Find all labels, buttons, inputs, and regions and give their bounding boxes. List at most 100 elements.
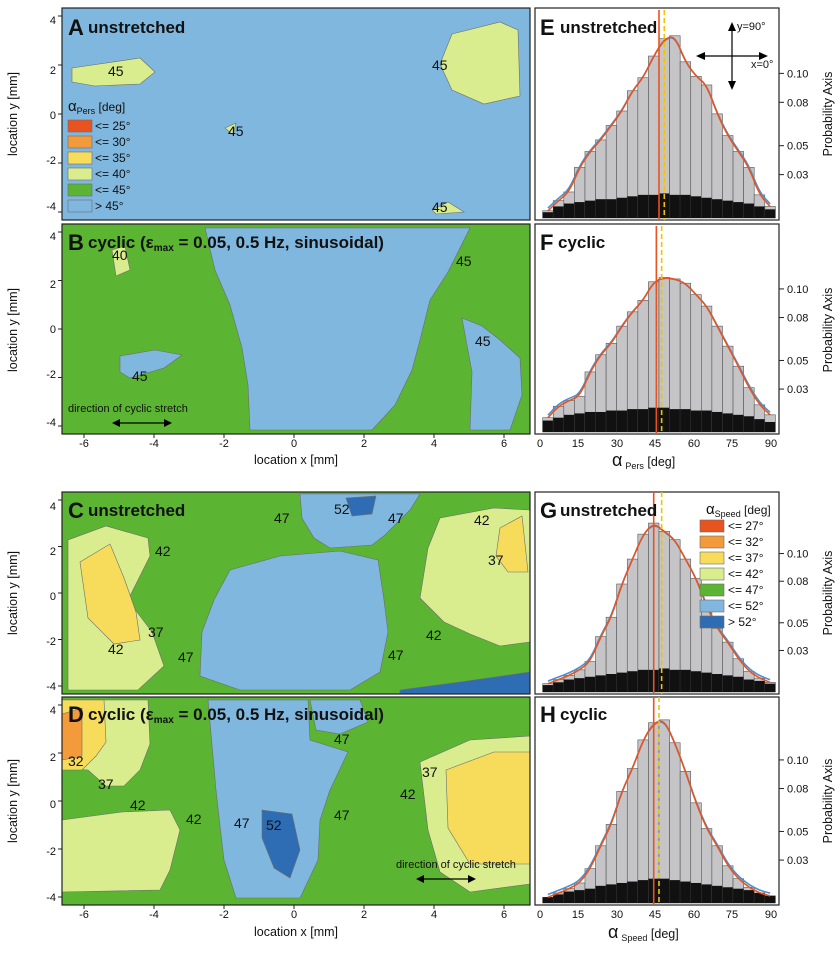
stretch-direction-label: direction of cyclic stretch	[68, 403, 188, 415]
stretch-arrow-icon	[416, 875, 476, 883]
histogram-bar-base	[563, 891, 575, 903]
histogram-bar-base	[574, 202, 585, 218]
histogram-bar-base	[659, 878, 670, 903]
histogram-bar-base	[754, 892, 765, 903]
histogram-bar	[669, 278, 681, 433]
legend-pers-title-unit: [deg]	[95, 100, 125, 114]
histogram-bar-base	[743, 203, 755, 218]
legend-speed-swatch	[699, 519, 725, 533]
histogram-bar-base	[701, 884, 712, 903]
histogram-bar-base	[553, 206, 564, 218]
y-tick-label: -4	[46, 681, 56, 693]
y-axis-ticks-b: 4 2 0 -2 -4	[46, 231, 56, 429]
panel-d-eps: ε	[146, 705, 154, 724]
hist-x-label-sub: Speed	[621, 933, 647, 943]
histogram-bar-base	[764, 421, 776, 432]
hist-x-axis-f: 0 15 30 45 60 75 90 α Pers [deg]	[537, 438, 777, 471]
panel-b-letter: B	[68, 230, 84, 255]
hist-x-label-unit: [deg]	[644, 455, 675, 469]
prob-tick-label: 0.05	[787, 618, 808, 630]
region-c-blue-top	[299, 493, 421, 549]
panel-h-title: cyclic	[560, 705, 607, 724]
region-a-small-mid	[224, 122, 237, 136]
prob-tick-label: 0.03	[787, 645, 808, 657]
legend-speed: αSpeed [deg] <= 27° <= 32° <= 37° <= 42°…	[699, 501, 771, 629]
prob-tick-label: 0.10	[787, 755, 808, 767]
hist-x-tick-label: 30	[611, 438, 623, 450]
histogram-bar-base	[690, 196, 702, 218]
panel-a-title: unstretched	[88, 18, 185, 37]
hist-x-tick-label: 90	[765, 438, 777, 450]
legend-speed-swatch	[699, 567, 725, 581]
legend-speed-label: <= 52°	[728, 599, 764, 613]
legend-speed-title-unit: [deg]	[741, 503, 771, 517]
region-c-darkblue-top	[345, 495, 377, 517]
y-tick-label: 4	[50, 15, 56, 27]
panel-h-letter: H	[540, 702, 556, 727]
contour-label: 47	[274, 510, 290, 526]
histogram-bar-base	[627, 881, 638, 903]
legend-speed-label: > 52°	[728, 615, 757, 629]
histogram-bar-base	[584, 888, 596, 903]
y-tick-label: -4	[46, 417, 56, 429]
panel-e-letter: E	[540, 15, 555, 40]
hist-x-tick-label: 45	[649, 438, 661, 450]
prob-tick-label: 0.08	[787, 313, 808, 325]
prob-tick-label: 0.05	[787, 826, 808, 838]
histogram-bar-base	[616, 882, 628, 903]
y-axis-ticks-c: 4 2 0 -2 -4	[46, 501, 56, 693]
x-tick-label: 0	[291, 909, 297, 921]
legend-speed-label: <= 47°	[728, 583, 764, 597]
histogram-bar-base	[690, 882, 702, 903]
histogram-bar-base	[616, 197, 628, 218]
panel-g-title: unstretched	[560, 501, 657, 520]
histogram-bar-base	[637, 194, 649, 218]
histogram-bar	[669, 35, 681, 219]
y-tick-label: 2	[50, 752, 56, 764]
histogram-bar-base	[743, 416, 755, 432]
panel-b-eps: ε	[146, 233, 154, 252]
contour-label: 45	[132, 368, 148, 384]
histogram-bar-base	[733, 676, 744, 692]
y-axis-label-a: location y [mm]	[6, 72, 20, 156]
x-tick-label: 0	[291, 438, 297, 450]
contour-label: 45	[475, 333, 491, 349]
y-tick-label: -2	[46, 155, 56, 167]
histogram-bar-base	[595, 199, 607, 218]
x-tick-label: -4	[149, 438, 159, 450]
histogram-bar-base	[669, 409, 681, 432]
contour-label: 47	[334, 731, 350, 747]
histogram-bar-base	[754, 206, 765, 218]
contour-label: 42	[426, 627, 442, 643]
contour-label: 45	[108, 63, 124, 79]
contour-label: 47	[388, 647, 404, 663]
region-c-blue-center	[199, 550, 389, 691]
panel-c-title: unstretched	[88, 501, 185, 520]
contour-label: 52	[266, 817, 282, 833]
y-axis-ticks-a: 4 2 0 -2 -4	[46, 15, 56, 213]
histogram-bar-base	[690, 410, 702, 432]
histogram-bar-base	[595, 411, 607, 432]
contour-label: 42	[474, 512, 490, 528]
histogram-bar-base	[616, 410, 628, 432]
histogram-bar-base	[616, 672, 628, 692]
probability-axis-label-g: Probability Axis	[821, 551, 835, 636]
contour-label: 45	[432, 57, 448, 73]
panel-b-eps-sub: max	[154, 243, 174, 254]
histogram-bar-base	[754, 419, 765, 432]
histogram-bar-base	[595, 885, 607, 903]
prob-tick-label: 0.08	[787, 576, 808, 588]
panel-d-title-post: = 0.05, 0.5 Hz, sinusoidal)	[174, 705, 384, 724]
histogram-bar-base	[648, 194, 659, 218]
legend-pers-label: <= 45°	[95, 183, 131, 197]
histogram-bar	[658, 531, 670, 693]
histogram-bar-base	[680, 409, 691, 432]
legend-pers-label: <= 35°	[95, 151, 131, 165]
y-axis-ticks-d: 4 2 0 -2 -4	[46, 705, 56, 904]
histogram-f: 0.10 0.08 0.05 0.03	[542, 226, 808, 434]
histogram-bar-base	[637, 409, 649, 432]
y-tick-label: 0	[50, 799, 56, 811]
histogram-bar-base	[669, 669, 681, 692]
histogram-bar-base	[733, 888, 744, 903]
